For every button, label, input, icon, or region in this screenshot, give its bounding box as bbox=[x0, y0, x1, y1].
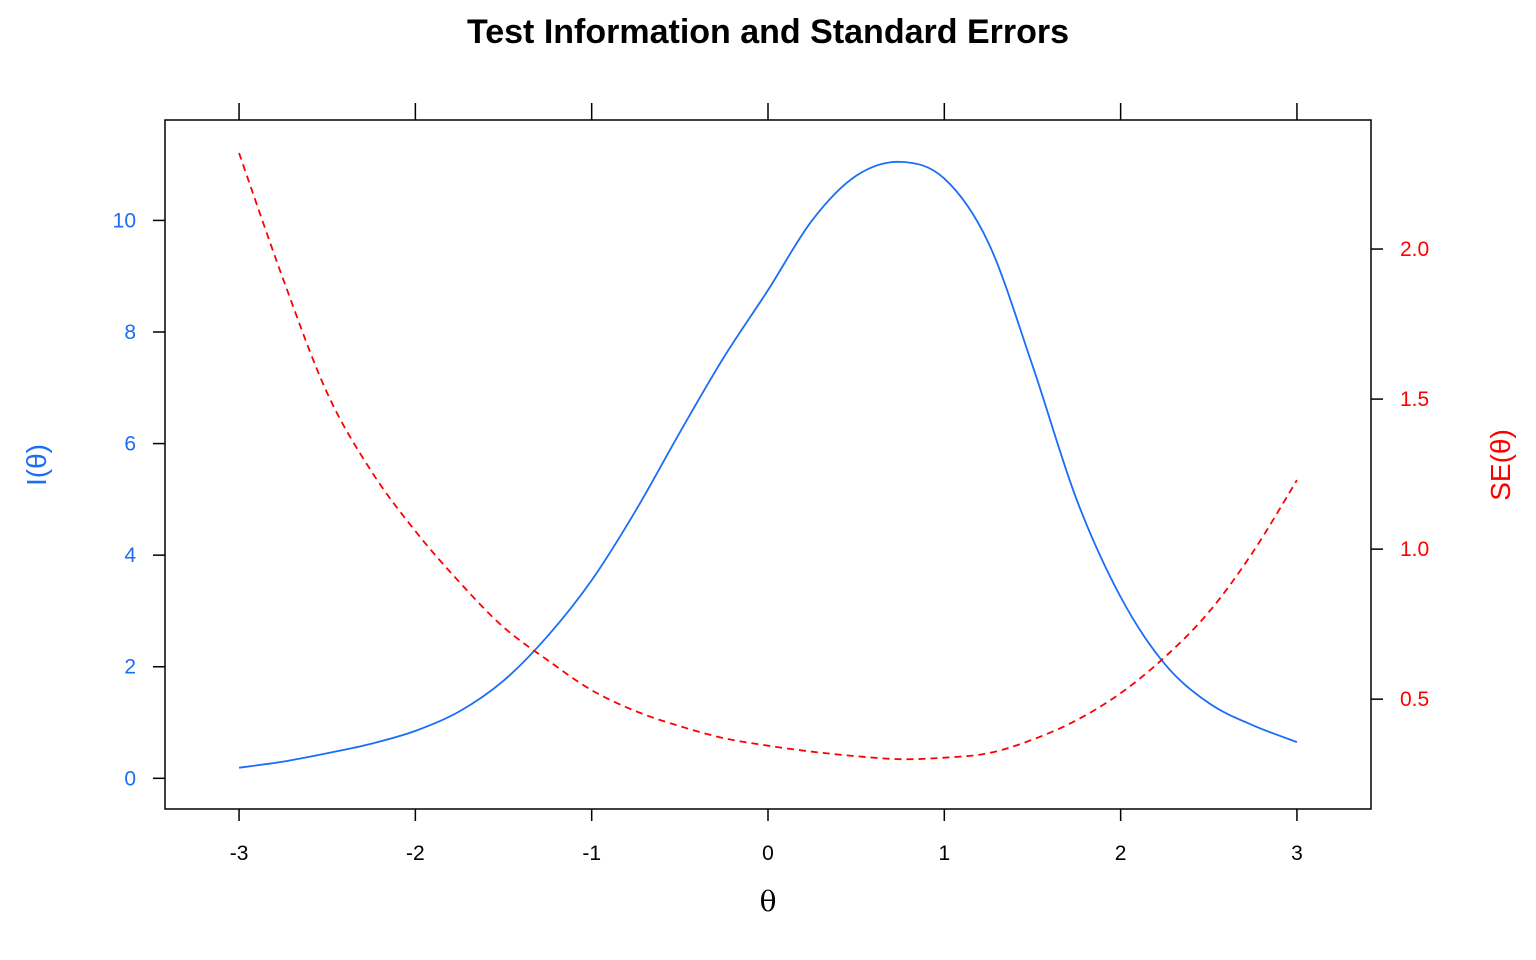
right-y-tick-label: 1.0 bbox=[1400, 538, 1429, 561]
x-tick-label: -2 bbox=[406, 842, 425, 865]
plot-frame bbox=[164, 119, 1372, 810]
right-y-tick-label: 0.5 bbox=[1400, 688, 1429, 711]
left-y-tick-label: 10 bbox=[113, 209, 136, 232]
information-curve bbox=[238, 160, 1298, 769]
left-y-tick-label: 6 bbox=[124, 433, 136, 456]
right-y-axis-label: SE(θ) bbox=[1485, 429, 1516, 501]
left-y-axis: 0 2 4 6 8 10 bbox=[113, 209, 165, 790]
standard-error-curve bbox=[238, 152, 1298, 761]
series-layer bbox=[238, 152, 1298, 769]
x-tick-label: 1 bbox=[938, 842, 950, 865]
right-y-axis: 0.5 1.0 1.5 2.0 bbox=[1371, 238, 1429, 711]
right-y-tick-label: 1.5 bbox=[1400, 388, 1429, 411]
x-tick-label: 3 bbox=[1291, 842, 1303, 865]
left-y-axis-label: I(θ) bbox=[21, 444, 52, 486]
x-tick-label: -1 bbox=[582, 842, 601, 865]
x-tick-label: 2 bbox=[1115, 842, 1127, 865]
chart-title: Test Information and Standard Errors bbox=[467, 13, 1069, 51]
left-y-tick-label: 8 bbox=[124, 321, 136, 344]
x-tick-label: -3 bbox=[230, 842, 249, 865]
x-tick-label: 0 bbox=[762, 842, 774, 865]
left-y-tick-label: 0 bbox=[124, 767, 136, 790]
right-y-tick-label: 2.0 bbox=[1400, 238, 1429, 261]
x-axis-label: θ bbox=[760, 885, 777, 918]
left-y-tick-label: 2 bbox=[124, 656, 136, 679]
left-y-tick-label: 4 bbox=[124, 544, 136, 567]
x-axis: -3 -2 -1 0 1 2 3 bbox=[230, 103, 1303, 865]
